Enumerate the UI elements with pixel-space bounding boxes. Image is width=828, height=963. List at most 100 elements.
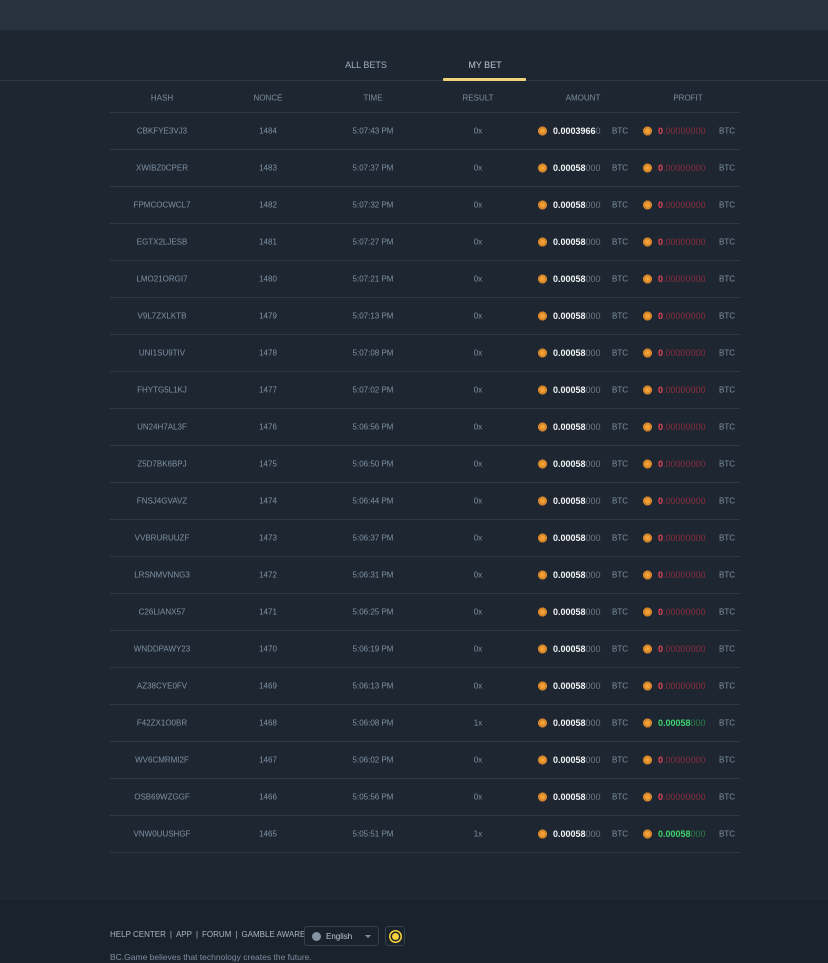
table-row[interactable]: UN24H7AL3F 1476 5:06:56 PM 0x 0.00058000 BTC 0…	[110, 409, 740, 446]
amount-currency: BTC	[612, 422, 628, 432]
cell-result: 0x	[473, 607, 483, 617]
table-row[interactable]: F42ZX1O0BR 1468 5:06:08 PM 1x 0.00058000 BTC 0…	[110, 705, 740, 742]
link-forum[interactable]: FORUM	[202, 930, 232, 939]
table-row[interactable]: C26LIANX57 1471 5:06:25 PM 0x 0.00058000 BTC 0…	[110, 594, 740, 631]
cell-time: 5:06:02 PM	[352, 755, 394, 765]
cell-hash: LRSNMVNNG3	[134, 570, 190, 580]
profit-value: 0.00058000	[658, 829, 706, 839]
link-help-center[interactable]: HELP CENTER	[110, 930, 166, 939]
table-row[interactable]: UNI1SU9TIV 1478 5:07:08 PM 0x 0.00058000 BTC 0…	[110, 335, 740, 372]
amount-significant: 0.00058	[553, 755, 586, 765]
table-row[interactable]: FHYTG5L1KJ 1477 5:07:02 PM 0x 0.00058000 BTC 0…	[110, 372, 740, 409]
profit-significant: 0	[658, 792, 664, 802]
amount-significant: 0.00058	[553, 237, 586, 247]
btc-coin-icon	[643, 200, 652, 210]
amount-trailing-zeros: 000	[585, 311, 601, 321]
table-row[interactable]: VVBRURUUZF 1473 5:06:37 PM 0x 0.00058000 BTC 0…	[110, 520, 740, 557]
language-value: English	[326, 932, 353, 941]
btc-coin-icon	[643, 496, 652, 506]
theme-toggle-button[interactable]	[385, 926, 405, 946]
amount-value: 0.00039660	[553, 126, 601, 136]
profit-significant: 0	[658, 274, 664, 284]
tab-all-bets[interactable]: ALL BETS	[345, 60, 387, 70]
link-gamble-aware[interactable]: GAMBLE AWARE	[241, 930, 306, 939]
profit-trailing-zeros: .00000000	[663, 422, 706, 432]
profit-value: 0.00000000	[658, 459, 706, 469]
amount-significant: 0.00058	[553, 459, 586, 469]
cell-nonce: 1473	[259, 533, 277, 543]
table-row[interactable]: Z5D7BK6BPJ 1475 5:06:50 PM 0x 0.00058000 BTC 0…	[110, 446, 740, 483]
profit-trailing-zeros: .00000000	[663, 385, 706, 395]
amount-currency: BTC	[612, 792, 628, 802]
cell-nonce: 1484	[259, 126, 277, 136]
btc-coin-icon	[643, 126, 652, 136]
profit-trailing-zeros: 000	[690, 718, 706, 728]
language-select[interactable]: English	[304, 926, 379, 946]
profit-currency: BTC	[719, 422, 735, 432]
profit-significant: 0	[658, 237, 664, 247]
amount-trailing-zeros: 000	[585, 163, 601, 173]
table-row[interactable]: LMO21ORGI7 1480 5:07:21 PM 0x 0.00058000 BTC 0…	[110, 261, 740, 298]
profit-trailing-zeros: .00000000	[663, 126, 706, 136]
cell-hash: VVBRURUUZF	[134, 533, 190, 543]
profit-value: 0.00000000	[658, 496, 706, 506]
amount-trailing-zeros: 000	[585, 533, 601, 543]
btc-coin-icon	[538, 459, 547, 469]
cell-nonce: 1472	[259, 570, 277, 580]
table-row[interactable]: EGTX2LJESB 1481 5:07:27 PM 0x 0.00058000 BTC 0…	[110, 224, 740, 261]
table-row[interactable]: V9L7ZXLKTB 1479 5:07:13 PM 0x 0.00058000 BTC 0…	[110, 298, 740, 335]
profit-significant: 0	[658, 348, 664, 358]
cell-nonce: 1474	[259, 496, 277, 506]
profit-currency: BTC	[719, 459, 735, 469]
cell-time: 5:06:44 PM	[352, 496, 394, 506]
table-row[interactable]: WNDDPAWY23 1470 5:06:19 PM 0x 0.00058000 BTC 0…	[110, 631, 740, 668]
cell-nonce: 1471	[259, 607, 277, 617]
amount-trailing-zeros: 000	[585, 644, 601, 654]
amount-trailing-zeros: 000	[585, 829, 601, 839]
amount-significant: 0.00058	[553, 422, 586, 432]
table-row[interactable]: XWIBZ0CPER 1483 5:07:37 PM 0x 0.00058000 BTC 0…	[110, 150, 740, 187]
table-row[interactable]: WV6CMRMI2F 1467 5:06:02 PM 0x 0.00058000 BTC 0…	[110, 742, 740, 779]
profit-trailing-zeros: .00000000	[663, 792, 706, 802]
profit-significant: 0	[658, 496, 664, 506]
amount-value: 0.00058000	[553, 496, 601, 506]
profit-trailing-zeros: .00000000	[663, 274, 706, 284]
profit-currency: BTC	[719, 755, 735, 765]
profit-value: 0.00000000	[658, 681, 706, 691]
table-row[interactable]: CBKFYE3VJ3 1484 5:07:43 PM 0x 0.00039660 BTC 0…	[110, 113, 740, 150]
profit-currency: BTC	[719, 681, 735, 691]
table-row[interactable]: LRSNMVNNG3 1472 5:06:31 PM 0x 0.00058000 BTC 0…	[110, 557, 740, 594]
profit-value: 0.00000000	[658, 274, 706, 284]
btc-coin-icon	[538, 422, 547, 432]
profit-currency: BTC	[719, 200, 735, 210]
cell-hash: WNDDPAWY23	[133, 644, 191, 654]
amount-value: 0.00058000	[553, 533, 601, 543]
profit-value: 0.00000000	[658, 792, 706, 802]
table-row[interactable]: OSB69WZGGF 1466 5:05:56 PM 0x 0.00058000 BTC 0…	[110, 779, 740, 816]
cell-time: 5:07:08 PM	[352, 348, 394, 358]
cell-hash: FPMCOCWCL7	[133, 200, 191, 210]
amount-currency: BTC	[612, 755, 628, 765]
header-amount: AMOUNT	[565, 93, 601, 103]
tab-my-bet[interactable]: MY BET	[468, 60, 502, 70]
profit-significant: 0	[658, 681, 664, 691]
profit-currency: BTC	[719, 792, 735, 802]
btc-coin-icon	[538, 792, 547, 802]
amount-trailing-zeros: 000	[585, 496, 601, 506]
amount-value: 0.00058000	[553, 274, 601, 284]
btc-coin-icon	[643, 237, 652, 247]
table-row[interactable]: AZ38CYE0FV 1469 5:06:13 PM 0x 0.00058000 BTC 0…	[110, 668, 740, 705]
link-app[interactable]: APP	[175, 930, 192, 939]
table-row[interactable]: FPMCOCWCL7 1482 5:07:32 PM 0x 0.00058000 BTC 0…	[110, 187, 740, 224]
amount-trailing-zeros: 000	[585, 348, 601, 358]
profit-value: 0.00000000	[658, 237, 706, 247]
amount-trailing-zeros: 000	[585, 237, 601, 247]
cell-result: 0x	[473, 570, 483, 580]
cell-result: 0x	[473, 311, 483, 321]
bet-tabs: ALL BETS MY BET	[0, 52, 828, 81]
btc-coin-icon	[538, 163, 547, 173]
footer-links: HELP CENTER | APP | FORUM | GAMBLE AWARE	[110, 930, 305, 939]
cell-nonce: 1482	[259, 200, 277, 210]
table-row[interactable]: FNSJ4GVAVZ 1474 5:06:44 PM 0x 0.00058000 BTC 0…	[110, 483, 740, 520]
table-row[interactable]: VNW0UUSHGF 1465 5:05:51 PM 1x 0.00058000 BTC 0…	[110, 816, 740, 853]
